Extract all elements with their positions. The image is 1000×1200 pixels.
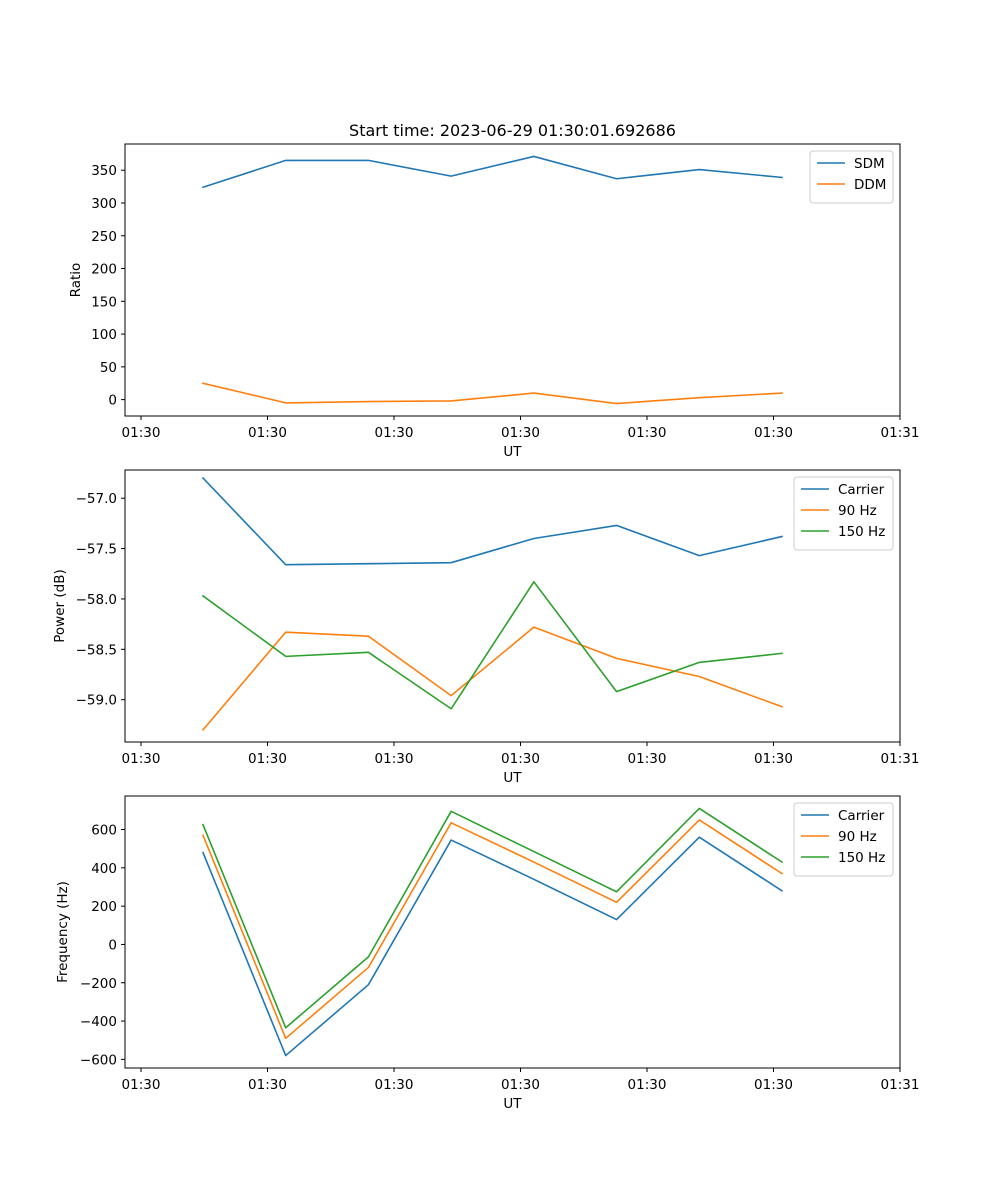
legend: Carrier 90 Hz 150 Hz [793,802,894,877]
series-line-ddm [202,382,783,405]
y-tick-label: 350 [91,163,117,179]
x-tick-label: 01:30 [122,751,161,767]
axes-frame [124,469,901,743]
x-tick-label: 01:30 [754,751,793,767]
x-tick-label: 01:30 [122,1077,161,1093]
y-tick-label: −200 [80,976,117,992]
y-tick-label: 0 [108,937,117,953]
series-line-carrier [201,476,783,566]
x-tick-label: 01:30 [754,1077,793,1093]
x-tick-label: 01:30 [122,425,161,441]
series-line-carrier [201,836,784,1057]
y-tick-label: 200 [91,262,117,278]
y-tick-label: −59.0 [76,693,117,709]
axes-frame [124,795,901,1069]
y-tick-label: 300 [91,196,117,212]
y-tick-label: 400 [91,861,117,877]
chart-title: Start time: 2023-06-29 01:30:01.692686 [349,121,676,140]
x-tick-label: 01:30 [628,425,667,441]
x-tick-label: 01:31 [881,425,920,441]
x-tick-label: 01:30 [501,1077,540,1093]
y-tick-label: 150 [91,294,117,310]
x-tick-label: 01:30 [248,1077,287,1093]
x-axis-label: UT [503,1096,522,1112]
series-line-sdm [201,155,783,189]
y-tick-label: 250 [91,229,117,245]
x-tick-label: 01:30 [375,1077,414,1093]
y-axis-label: Power (dB) [52,569,68,642]
series-line-150-hz [201,807,784,1029]
y-tick-label: −57.0 [76,491,117,507]
y-tick-label: 0 [108,393,117,409]
x-tick-label: 01:31 [881,1077,920,1093]
legend: SDM DDM [809,150,894,204]
x-axis-label: UT [503,770,522,786]
legend-label: 90 Hz [838,503,877,519]
series-line-90-hz [201,819,784,1040]
x-tick-label: 01:30 [754,425,793,441]
y-tick-label: 50 [100,360,117,376]
series-line-150-hz [201,581,783,710]
y-axis-label: Ratio [68,263,84,298]
legend: Carrier 90 Hz 150 Hz [793,476,894,551]
y-tick-label: −58.5 [76,642,117,658]
y-tick-label: −58.0 [76,592,117,608]
series-line-90-hz [201,626,784,732]
panel-1: 01:30 01:30 01:30 01:30 01:30 01:30 01:31 0 50 10… [68,143,920,460]
x-tick-label: 01:30 [628,1077,667,1093]
legend-label: DDM [854,177,886,193]
y-tick-label: −57.5 [76,542,117,558]
x-tick-label: 01:30 [501,751,540,767]
legend-label: 150 Hz [838,850,885,866]
x-tick-label: 01:31 [881,751,920,767]
panels-container: 01:30 01:30 01:30 01:30 01:30 01:30 01:31 0 50 10… [52,143,920,1112]
x-tick-label: 01:30 [248,425,287,441]
y-tick-label: −400 [80,1014,117,1030]
legend-label: 150 Hz [838,524,885,540]
legend-label: Carrier [838,482,885,498]
panel-3: 01:30 01:30 01:30 01:30 01:30 01:30 01:31 −600 −… [55,795,920,1112]
panel-2: 01:30 01:30 01:30 01:30 01:30 01:30 01:31 −57.0… [52,469,920,786]
legend-box [809,150,894,204]
x-tick-label: 01:30 [375,751,414,767]
y-tick-label: 100 [91,327,117,343]
y-tick-label: −600 [80,1052,117,1068]
y-axis-label: Frequency (Hz) [55,881,71,983]
x-tick-label: 01:30 [375,425,414,441]
y-tick-label: 200 [91,899,117,915]
legend-label: 90 Hz [838,829,877,845]
x-tick-label: 01:30 [248,751,287,767]
y-tick-label: 600 [91,823,117,839]
x-tick-label: 01:30 [628,751,667,767]
legend-label: SDM [854,156,885,172]
x-axis-label: UT [503,444,522,460]
x-tick-label: 01:30 [501,425,540,441]
axes-frame [124,143,901,417]
legend-label: Carrier [838,808,885,824]
